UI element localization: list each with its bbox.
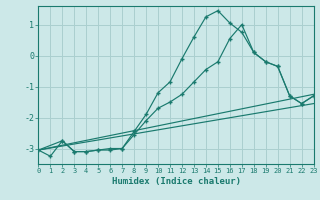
X-axis label: Humidex (Indice chaleur): Humidex (Indice chaleur) — [111, 177, 241, 186]
